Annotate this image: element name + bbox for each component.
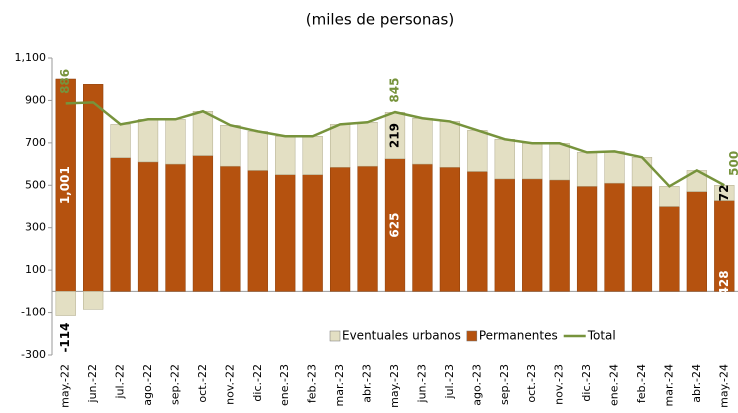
x-tick-label: dic.-23 <box>580 364 593 402</box>
bar-eventuales <box>412 117 433 165</box>
bar-eventuales <box>137 119 159 163</box>
bar-eventuales <box>549 143 570 181</box>
bar-eventuales <box>220 124 241 167</box>
x-tick-label: dic.-22 <box>251 364 264 402</box>
x-tick-label: jun.-22 <box>86 364 99 403</box>
x-tick-label: sep.-23 <box>498 364 511 405</box>
bar-eventuales <box>302 136 323 175</box>
data-label: 219 <box>388 123 402 148</box>
data-label: 500 <box>727 151 738 176</box>
x-tick-label: may.-23 <box>388 364 401 408</box>
x-tick-label: nov.-23 <box>553 364 566 405</box>
x-tick-label: jun.-23 <box>415 364 428 403</box>
data-label: 428 <box>717 270 731 295</box>
bar-permanentes <box>110 157 131 292</box>
x-tick-label: ene.-23 <box>278 364 291 406</box>
x-tick-label: nov.-22 <box>223 364 236 405</box>
bar-eventuales <box>604 151 625 184</box>
y-tick-label: -300 <box>21 348 46 361</box>
y-tick-label: 500 <box>25 178 46 191</box>
y-tick-label: 900 <box>25 93 46 106</box>
x-tick-label: oct.-23 <box>525 364 538 403</box>
bar-permanentes <box>412 163 433 292</box>
legend-swatch <box>466 330 478 342</box>
bar-eventuales <box>494 139 515 180</box>
bar-permanentes <box>576 186 598 292</box>
bar-permanentes <box>302 174 323 292</box>
bar-permanentes <box>329 167 351 292</box>
bar-permanentes <box>275 174 296 292</box>
bar-permanentes <box>192 155 214 292</box>
bar-eventuales <box>83 291 104 310</box>
x-tick-label: abr.-23 <box>361 364 374 403</box>
legend-label: Total <box>587 329 616 343</box>
x-tick-label: feb.-23 <box>306 364 319 403</box>
bar-eventuales <box>247 131 268 171</box>
y-tick-label: 300 <box>25 221 46 234</box>
data-label: 845 <box>388 78 402 103</box>
y-tick-label: -100 <box>21 306 46 319</box>
x-tick-label: abr.-24 <box>690 364 703 403</box>
y-tick-label: 100 <box>25 263 46 276</box>
bar-permanentes <box>522 178 543 292</box>
bar-permanentes <box>439 167 461 292</box>
data-label: 886 <box>58 69 72 94</box>
data-label: -114 <box>58 323 72 353</box>
data-label: 72 <box>717 185 731 202</box>
bar-eventuales <box>467 130 488 172</box>
x-tick-label: mar.-23 <box>333 364 346 406</box>
legend-label: Eventuales urbanos <box>342 329 461 343</box>
bar-permanentes <box>659 206 680 292</box>
y-tick-label: 1,100 <box>15 51 47 64</box>
x-tick-label: mar.-24 <box>662 364 675 406</box>
bar-permanentes <box>357 165 378 292</box>
x-tick-label: may.-24 <box>717 364 730 408</box>
bar-eventuales <box>275 136 296 175</box>
x-tick-label: oct.-22 <box>196 364 209 403</box>
bar-eventuales <box>576 152 598 187</box>
bar-permanentes <box>549 179 570 292</box>
bar-permanentes <box>220 165 241 292</box>
bar-permanentes <box>686 191 707 292</box>
legend-label: Permanentes <box>479 329 558 343</box>
data-label: 1,001 <box>58 166 72 204</box>
bar-permanentes <box>165 163 186 292</box>
bar-eventuales <box>165 119 186 165</box>
legend-swatch <box>329 330 341 342</box>
line-total <box>65 101 725 188</box>
bar-permanentes <box>83 84 104 292</box>
bar-eventuales <box>329 124 351 168</box>
bar-permanentes <box>494 178 515 292</box>
bar-permanentes <box>631 186 653 292</box>
bar-eventuales <box>631 157 653 187</box>
bar-eventuales <box>659 186 680 207</box>
x-tick-label: jul.-22 <box>114 364 127 400</box>
x-tick-label: ago.-22 <box>141 364 154 406</box>
bar-permanentes <box>467 171 488 292</box>
bar-eventuales <box>357 122 378 167</box>
x-tick-label: jul.-23 <box>443 364 456 400</box>
x-tick-label: ago.-23 <box>470 364 483 406</box>
chart-title: (miles de personas) <box>306 11 454 29</box>
bar-permanentes <box>247 170 268 292</box>
x-tick-label: may.-22 <box>59 364 72 408</box>
bar-eventuales <box>55 291 76 316</box>
bar-permanentes <box>137 161 159 292</box>
y-tick-label: 700 <box>25 136 46 149</box>
x-tick-label: feb.-24 <box>635 364 648 403</box>
bar-eventuales <box>192 110 214 156</box>
x-tick-label: ene.-24 <box>608 364 621 406</box>
bar-permanentes <box>604 182 625 292</box>
data-label: 625 <box>388 213 402 238</box>
bar-eventuales <box>522 143 543 180</box>
bar-eventuales <box>110 124 131 158</box>
x-tick-label: sep.-22 <box>168 364 181 405</box>
bar-eventuales <box>439 121 461 168</box>
